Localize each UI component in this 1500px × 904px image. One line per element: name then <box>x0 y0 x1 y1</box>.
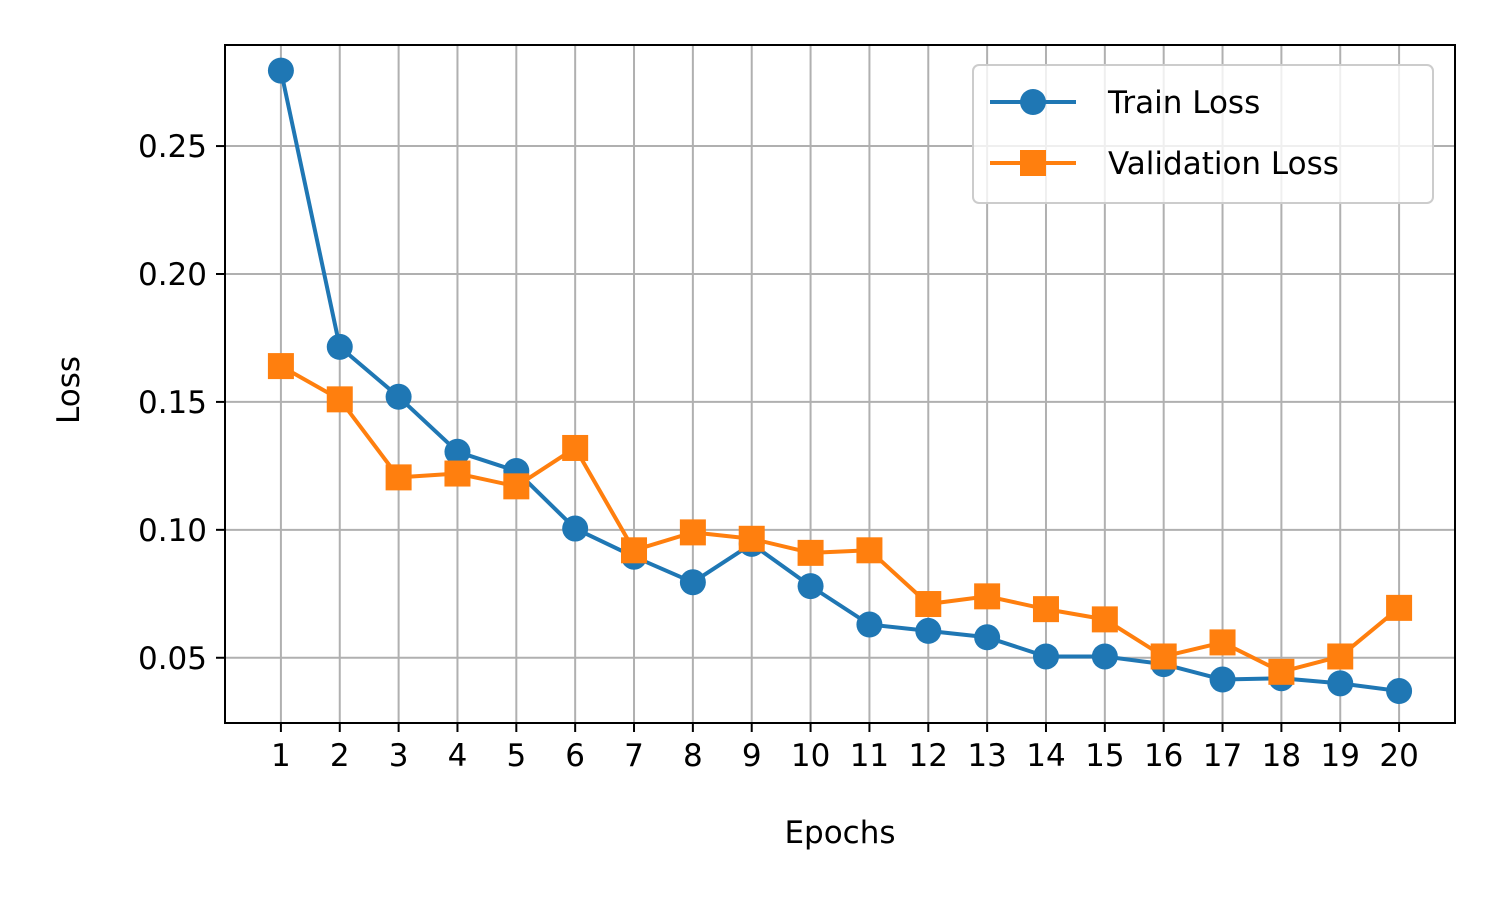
x-tick-label: 9 <box>742 738 762 774</box>
data-point <box>974 624 1001 651</box>
data-point <box>679 569 706 596</box>
legend-entry: Validation Loss <box>990 146 1339 182</box>
x-tick-label: 20 <box>1379 738 1418 774</box>
x-tick-label: 1 <box>271 738 291 774</box>
x-tick-label: 6 <box>565 738 585 774</box>
legend-label: Train Loss <box>1107 85 1260 121</box>
x-tick-label: 15 <box>1085 738 1124 774</box>
data-point <box>1327 670 1354 697</box>
y-axis-label: Loss <box>51 356 87 424</box>
x-axis-label: Epochs <box>784 815 895 851</box>
data-point <box>1386 594 1413 621</box>
data-point <box>562 434 589 461</box>
data-point <box>562 515 589 542</box>
data-point <box>738 525 765 552</box>
data-point <box>1209 629 1236 656</box>
legend: Train Loss Validation Loss <box>972 64 1434 204</box>
data-point <box>1032 596 1059 623</box>
data-point <box>1327 643 1354 670</box>
legend-label: Validation Loss <box>1108 146 1339 182</box>
x-tick-label: 12 <box>909 738 948 774</box>
y-tick-label: 0.05 <box>138 641 207 677</box>
data-point <box>621 537 648 564</box>
x-tick-label: 4 <box>448 738 468 774</box>
data-point <box>679 519 706 546</box>
x-tick-label: 7 <box>624 738 644 774</box>
data-point <box>1209 666 1236 693</box>
data-point <box>385 383 412 410</box>
data-point <box>1091 643 1118 670</box>
data-point <box>1150 643 1177 670</box>
data-point <box>267 57 294 84</box>
plot-frame <box>224 44 1456 724</box>
series-layer <box>267 57 1413 705</box>
ticks: 1 2 3 4 5 6 7 8 9 10 11 12 13 14 15 16 17 18 19 200.050.100… <box>138 129 1419 774</box>
data-point <box>267 353 294 380</box>
data-point <box>503 473 530 500</box>
data-point <box>1386 678 1413 705</box>
x-tick-label: 2 <box>330 738 350 774</box>
x-tick-label: 17 <box>1203 738 1242 774</box>
x-tick-label: 3 <box>389 738 409 774</box>
data-point <box>1091 606 1118 633</box>
series-validation-loss <box>267 353 1413 685</box>
data-point <box>326 333 353 360</box>
data-point <box>797 539 824 566</box>
data-point <box>974 583 1001 610</box>
legend-marker <box>1020 150 1046 176</box>
legend-entry: Train Loss <box>990 85 1260 121</box>
x-tick-label: 18 <box>1262 738 1301 774</box>
series-train-loss <box>267 57 1413 705</box>
data-point <box>915 617 942 644</box>
x-tick-label: 8 <box>683 738 703 774</box>
data-point <box>444 460 471 487</box>
data-point <box>856 611 883 638</box>
data-point <box>326 386 353 413</box>
y-tick-label: 0.20 <box>138 257 207 293</box>
x-tick-label: 14 <box>1026 738 1065 774</box>
data-point <box>856 537 883 564</box>
series-line <box>279 364 1401 674</box>
data-point <box>385 464 412 491</box>
legend-marker <box>1020 89 1046 115</box>
x-tick-label: 5 <box>506 738 526 774</box>
data-point <box>1268 658 1295 685</box>
x-tick-label: 16 <box>1144 738 1183 774</box>
y-tick-label: 0.25 <box>138 129 207 165</box>
data-point <box>444 438 471 465</box>
legend-box <box>972 64 1434 204</box>
x-tick-label: 11 <box>850 738 889 774</box>
data-point <box>1032 643 1059 670</box>
data-point <box>797 573 824 600</box>
y-tick-label: 0.10 <box>138 513 207 549</box>
x-tick-label: 10 <box>791 738 830 774</box>
x-tick-label: 13 <box>967 738 1006 774</box>
y-tick-label: 0.15 <box>138 385 207 421</box>
x-tick-label: 19 <box>1321 738 1360 774</box>
data-point <box>915 591 942 618</box>
